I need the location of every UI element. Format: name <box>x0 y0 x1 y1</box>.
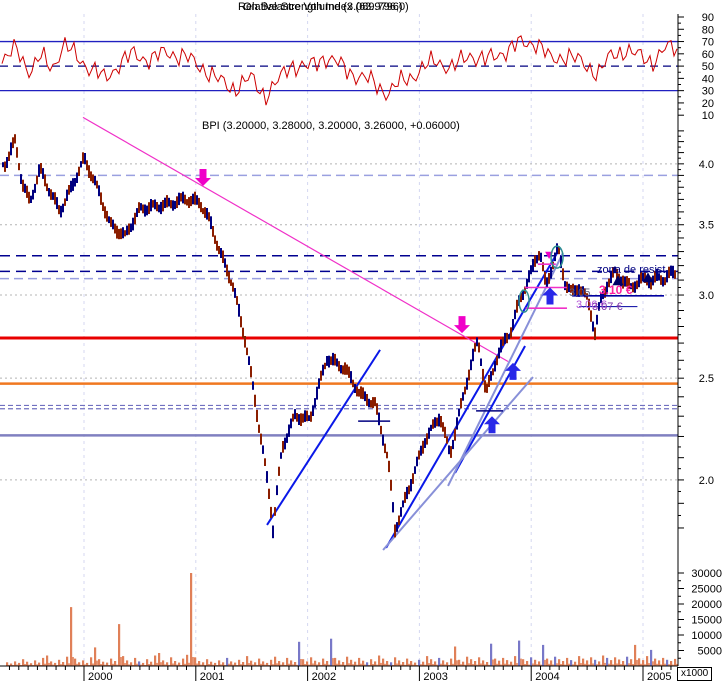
triangle-marker-0[interactable] <box>612 275 624 286</box>
rsi-tick-label-10: 10 <box>702 110 714 122</box>
year-label-2005: 2005 <box>647 671 671 683</box>
up-arrow-4[interactable] <box>542 287 558 305</box>
down-arrow-0[interactable] <box>195 169 211 186</box>
rsi-tick-label-60: 60 <box>702 49 714 61</box>
triangle-marker-1[interactable] <box>642 272 654 283</box>
price-tick-label-2: 2.0 <box>699 475 714 487</box>
rsi-tick-label-80: 80 <box>702 24 714 36</box>
volume-panel-surface[interactable] <box>0 558 678 666</box>
price-annotation-1[interactable]: 3.10 € <box>599 283 633 297</box>
rsi-tick-label-90: 90 <box>702 12 714 24</box>
vol-tick-label-15000: 15000 <box>691 615 722 627</box>
highlight-ellipse-0[interactable] <box>550 245 564 269</box>
blue-uptrend-2003[interactable] <box>385 247 561 549</box>
volume-unit-label: x1000 <box>677 667 713 681</box>
rsi-tick-label-50: 50 <box>702 61 714 73</box>
vol-tick-label-30000: 30000 <box>691 568 722 580</box>
vol-tick-label-10000: 10000 <box>691 630 722 642</box>
year-label-2003: 2003 <box>423 671 447 683</box>
indicator-panel-surface[interactable] <box>0 14 678 120</box>
rsi-tick-label-20: 20 <box>702 98 714 110</box>
up-arrow-2[interactable] <box>484 416 500 434</box>
price-title: BPI (3.20000, 3.28000, 3.20000, 3.26000,… <box>202 120 460 132</box>
price-annotation-0[interactable]: zona de resist <box>597 264 666 276</box>
price-annotation-2[interactable]: 3.05 <box>569 287 591 299</box>
year-label-2004: 2004 <box>535 671 559 683</box>
price-tick-label-4: 4.0 <box>699 159 714 171</box>
price-bars[interactable] <box>2 134 676 539</box>
indicator-title-1: Relative Strength Index (63.9796) <box>238 1 403 13</box>
rsi-tick-label-30: 30 <box>702 86 714 98</box>
year-label-2001: 2001 <box>200 671 224 683</box>
vol-tick-label-5000: 5000 <box>698 646 722 658</box>
blue-uptrend-2002[interactable] <box>266 349 381 526</box>
highlight-ellipse-1[interactable] <box>518 289 530 313</box>
down-arrow-1[interactable] <box>454 316 470 334</box>
magenta-downtrend[interactable] <box>82 116 509 363</box>
year-label-2000: 2000 <box>88 671 112 683</box>
year-label-2002: 2002 <box>312 671 336 683</box>
indicator-title-2: On Balance Volume (3.089.796,0) <box>243 1 409 13</box>
price-tick-label-3.5: 3.5 <box>699 220 714 232</box>
price-tick-label-3: 3.0 <box>699 290 714 302</box>
volume-bars <box>6 573 678 667</box>
up-arrow-3[interactable] <box>505 362 521 380</box>
rsi-tick-label-40: 40 <box>702 73 714 85</box>
price-annotation-3[interactable]: 3.06 € <box>576 299 607 311</box>
price-annotation-4[interactable]: 3.07 € <box>592 301 623 313</box>
rsi-tick-label-70: 70 <box>702 37 714 49</box>
indicator-line <box>1 35 678 106</box>
vol-tick-label-20000: 20000 <box>691 599 722 611</box>
price-tick-label-2.5: 2.5 <box>699 373 714 385</box>
vol-tick-label-25000: 25000 <box>691 584 722 596</box>
slate-uptrend-b[interactable] <box>447 252 564 487</box>
